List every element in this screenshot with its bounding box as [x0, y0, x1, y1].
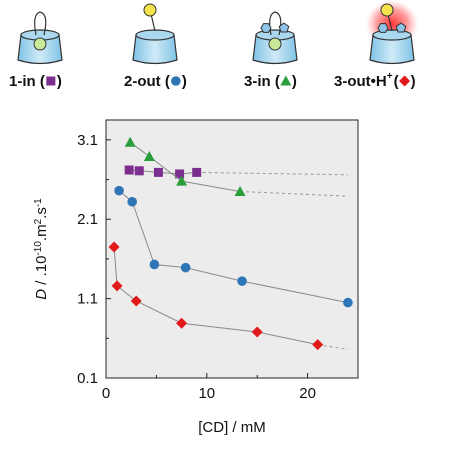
complex-label-close: )	[292, 73, 297, 90]
y-tick-label: 0.1	[77, 370, 98, 387]
plot: 0 10 20 0.1 1.1 2.1 3.1 [CD] / mM D / .10-10.m2.…	[33, 119, 359, 436]
data-point-diamond	[108, 241, 120, 253]
data-point-triangle	[143, 151, 155, 162]
complex-2: 2-out ()	[124, 3, 187, 90]
complex-3: 3-in ()	[244, 11, 298, 90]
y-axis-title: D / .10-10.m2.s-1	[33, 198, 51, 300]
data-point-square	[192, 167, 202, 177]
cup-inside-icon	[17, 11, 63, 65]
y-tick-label: 2.1	[77, 211, 98, 228]
data-point-circle	[180, 262, 191, 273]
series-square	[124, 165, 348, 179]
data-point-circle	[114, 185, 124, 196]
x-tick-label: 10	[198, 385, 215, 402]
legend-marker-square	[46, 76, 56, 86]
data-point-circle	[149, 259, 160, 270]
data-point-triangle	[176, 175, 188, 186]
complex-4: 3-out•H +()	[334, 0, 418, 90]
plot-area	[105, 119, 359, 379]
x-tick-label: 20	[299, 385, 316, 402]
legend-marker-circle	[171, 76, 181, 86]
complex-label: 2-out (	[124, 73, 170, 90]
data-point-triangle	[124, 136, 136, 147]
complex-label-close: )	[57, 73, 62, 90]
complex-label: 1-in (	[9, 73, 45, 90]
data-point-square	[153, 167, 163, 177]
series-diamond	[108, 241, 348, 351]
series-triangle	[124, 136, 348, 197]
data-point-circle	[127, 196, 138, 207]
data-point-square	[175, 169, 185, 179]
x-tick-label: 0	[102, 385, 110, 402]
data-point-square	[134, 166, 144, 176]
complex-label-close: )	[411, 73, 416, 90]
data-point-diamond	[130, 295, 142, 307]
y-tick-label: 1.1	[77, 291, 98, 308]
complex-label-close: )	[182, 73, 187, 90]
series-line	[113, 246, 318, 346]
cup-outside-icon	[132, 3, 178, 65]
data-point-circle	[237, 276, 247, 286]
data-point-diamond	[176, 317, 188, 329]
data-point-triangle	[234, 185, 246, 196]
series-circle	[114, 185, 353, 308]
x-axis-title: [CD] / mM	[198, 419, 266, 436]
series-extrapolation-line	[196, 171, 348, 176]
legend-marker-triangle	[280, 75, 292, 86]
complex-label-sup: +	[387, 71, 393, 82]
data-point-diamond	[312, 339, 324, 351]
complex-label: 3-out•H	[334, 73, 387, 90]
data-point-circle	[343, 297, 353, 308]
data-point-diamond	[251, 326, 263, 338]
complex-label: 3-in (	[244, 73, 280, 90]
series-extrapolation-line	[317, 344, 348, 350]
y-tick-label: 3.1	[77, 132, 98, 149]
data-point-diamond	[111, 280, 123, 292]
legend-marker-diamond	[399, 75, 411, 87]
complex-1: 1-in ()	[9, 11, 63, 90]
series-line	[129, 141, 241, 192]
cup-inside-icon	[252, 11, 298, 65]
header-legend: 1-in () 2-out () 3-in () 3-out•H +()	[9, 0, 418, 90]
complex-label-paren: (	[394, 73, 399, 90]
data-point-square	[124, 165, 134, 175]
cup-glowing-icon	[366, 0, 418, 65]
